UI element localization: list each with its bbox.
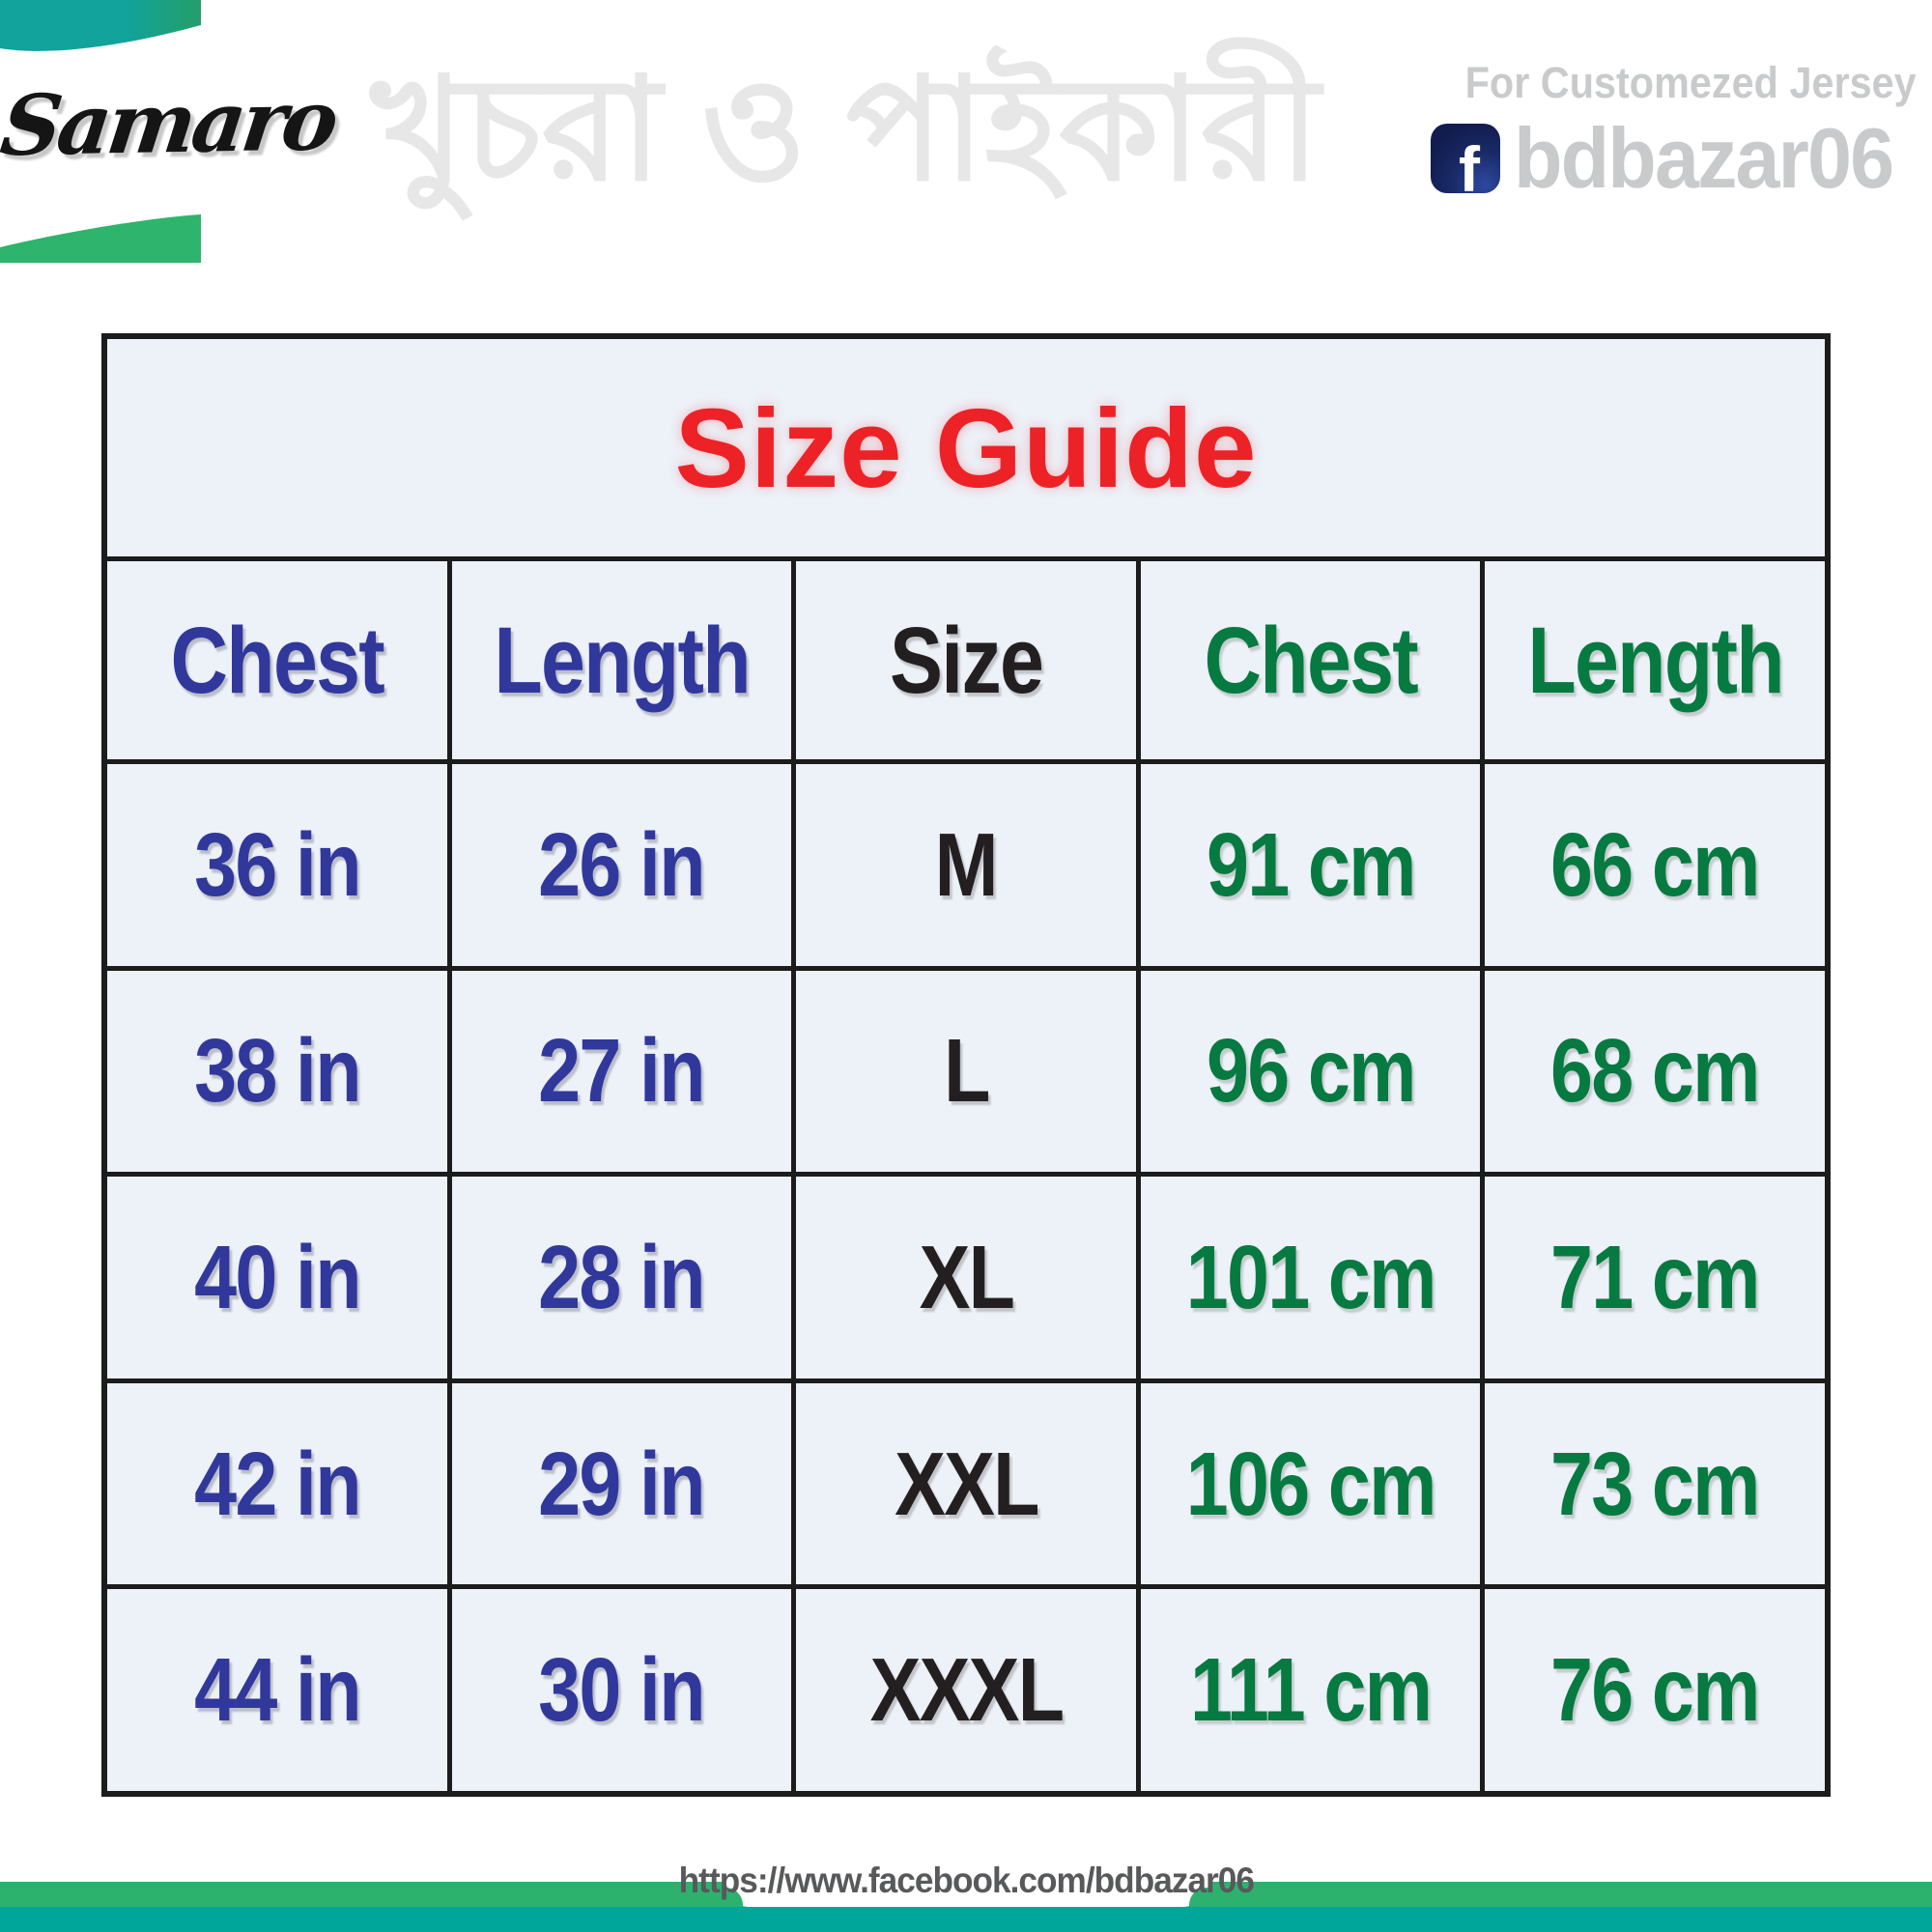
table-cell: 40 in [107, 1177, 447, 1378]
header-length-in: Length [451, 561, 792, 759]
table-title-cell: Size Guide [107, 339, 1825, 556]
table-cell: XXXL [796, 1589, 1136, 1791]
table-cell: 68 cm [1485, 970, 1825, 1173]
table-cell: 91 cm [1140, 764, 1481, 966]
table-cell: 38 in [107, 970, 447, 1173]
footer-dome-left [708, 1888, 743, 1907]
table-cell: 44 in [107, 1589, 447, 1791]
logo-swoosh-graphic [0, 0, 201, 263]
table-cell: L [796, 970, 1136, 1173]
table-cell: 28 in [451, 1177, 792, 1378]
table-cell: 73 cm [1485, 1382, 1825, 1585]
size-guide-table: Size Guide Chest Length Size Chest Lengt… [101, 333, 1831, 1797]
footer-url: https://www.facebook.com/bdbazar06 [678, 1861, 1254, 1900]
header-length-cm: Length [1485, 561, 1825, 759]
table-cell: 71 cm [1485, 1177, 1825, 1378]
facebook-icon-glyph: f [1459, 133, 1481, 193]
header-chest-cm: Chest [1140, 561, 1481, 759]
facebook-icon: f [1430, 124, 1500, 193]
header-right-block: For Customezed Jersey f bdbazar06 [1426, 58, 1917, 201]
table-cell: 96 cm [1140, 970, 1481, 1173]
table-cell: XL [796, 1177, 1136, 1378]
table-cell: 66 cm [1485, 764, 1825, 966]
logo-swoosh-bottom [0, 214, 201, 263]
header-size: Size [796, 561, 1136, 759]
facebook-handle: bdbazar06 [1513, 110, 1894, 206]
logo-swoosh-top [0, 0, 201, 51]
footer-band-teal [0, 1907, 1932, 1932]
tagline: For Customezed Jersey [1464, 58, 1917, 107]
table-cell: 29 in [451, 1382, 792, 1585]
table-cell: 30 in [451, 1589, 792, 1791]
table-cell: 26 in [451, 764, 792, 966]
logo-wordmark: Samaro [0, 71, 340, 176]
table-cell: XXL [796, 1382, 1136, 1585]
table-cell: 101 cm [1140, 1177, 1481, 1378]
table-cell: 106 cm [1140, 1382, 1481, 1585]
bengali-watermark: খুচরা ও পাইকারী [370, 50, 1321, 210]
table-cell: M [796, 764, 1136, 966]
facebook-row: f bdbazar06 [1426, 116, 1917, 201]
table-cell: 36 in [107, 764, 447, 966]
table-title: Size Guide [674, 384, 1258, 511]
table-cell: 76 cm [1485, 1589, 1825, 1791]
table-cell: 27 in [451, 970, 792, 1173]
table-cell: 111 cm [1140, 1589, 1481, 1791]
samaro-logo: Samaro [0, 0, 340, 263]
table-cell: 42 in [107, 1382, 447, 1585]
footer-dome-right [1189, 1888, 1224, 1907]
footer-url-notch [723, 1855, 1209, 1907]
header-chest-in: Chest [107, 561, 447, 759]
